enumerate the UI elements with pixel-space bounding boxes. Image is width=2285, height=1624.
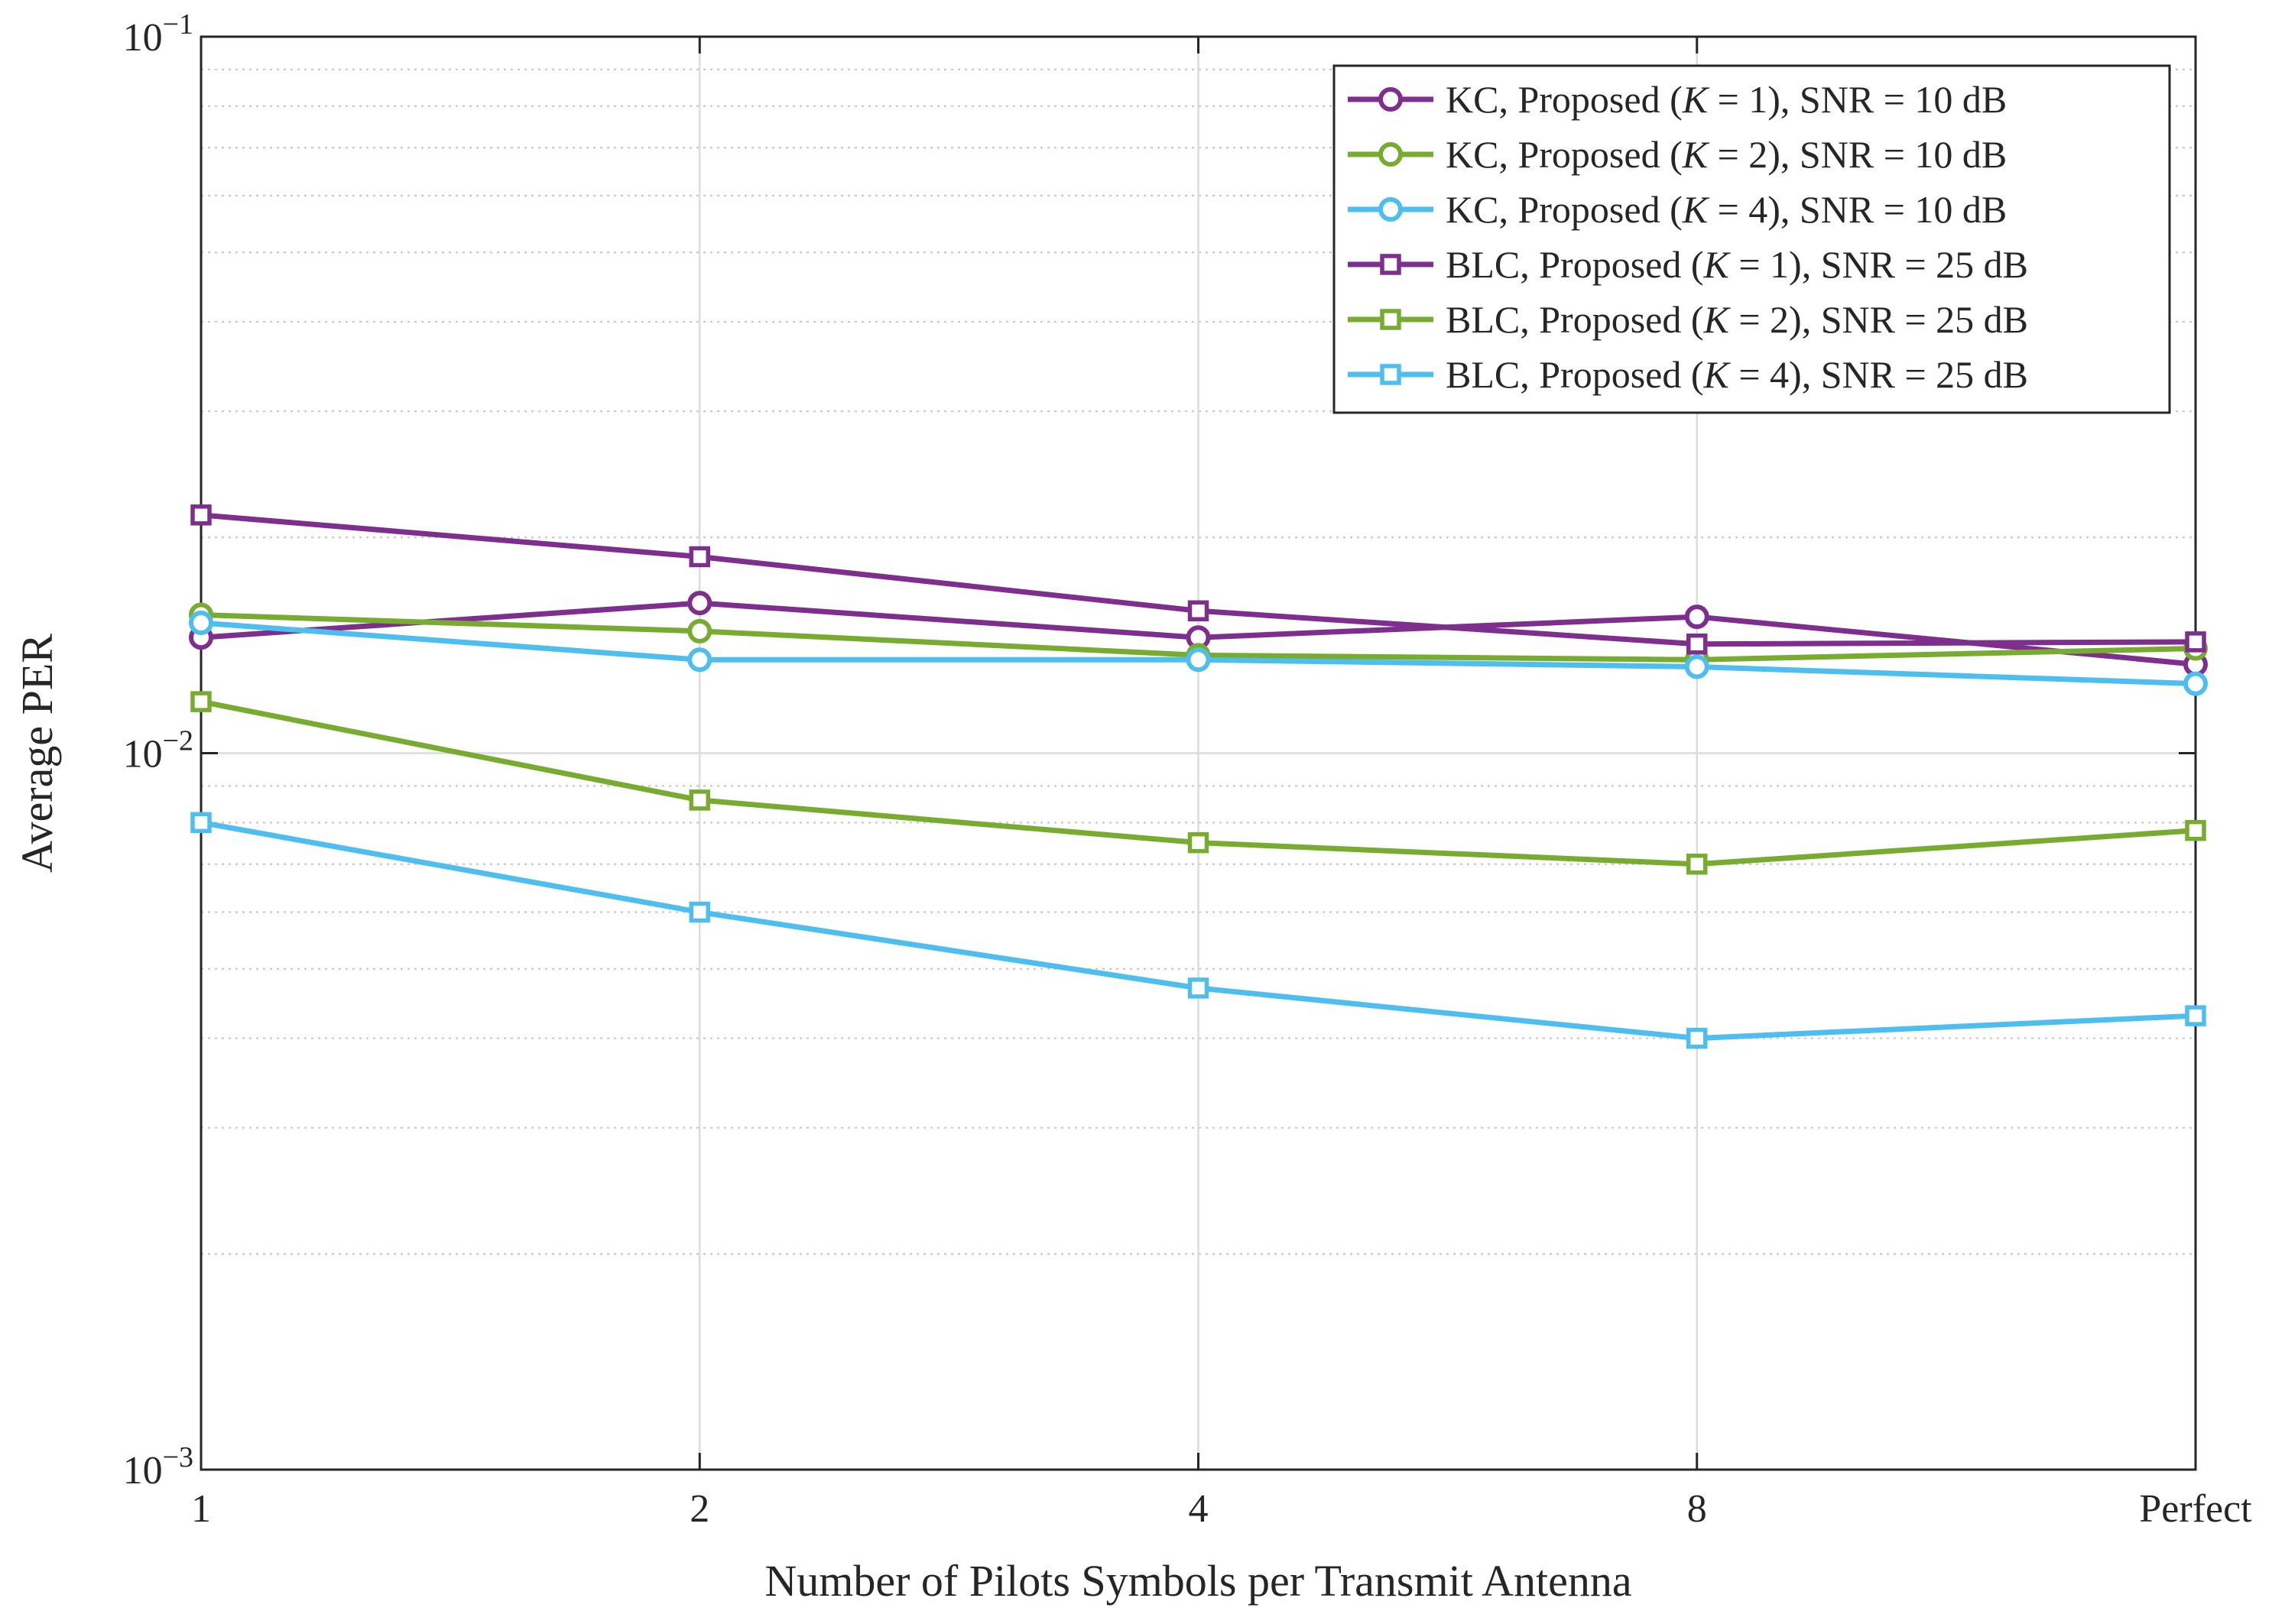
data-point-square [1380,254,1401,275]
series-3 [189,611,2208,696]
x-tick-label: 2 [690,1487,709,1531]
legend-item: BLC, Proposed (K = 2), SNR = 25 dB [1348,298,2028,341]
y-tick-label: 10−2 [123,725,193,776]
legend-item: KC, Proposed (K = 4), SNR = 10 dB [1348,188,2007,231]
data-point-square [2185,1005,2206,1026]
data-point-square [1380,364,1401,385]
x-tick-label: 8 [1687,1487,1707,1531]
data-point-square [190,504,212,526]
legend-item: KC, Proposed (K = 2), SNR = 10 dB [1348,133,2007,176]
data-point-circle [2183,671,2208,696]
data-point-circle [1684,605,1709,630]
data-point-square [190,812,212,834]
y-tick-label: 10−3 [123,1441,193,1493]
data-point-square [2185,819,2206,841]
y-axis-title: Average PER [12,634,62,873]
y-tick-label: 10−1 [123,8,193,60]
legend-item: BLC, Proposed (K = 1), SNR = 25 dB [1348,243,2028,286]
legend-item: KC, Proposed (K = 1), SNR = 10 dB [1348,78,2007,121]
x-tick-label: 4 [1189,1487,1209,1531]
series-1 [189,591,2208,677]
data-point-square [689,789,710,811]
data-point-circle [1186,647,1211,673]
data-point-square [1187,977,1209,999]
legend-label: KC, Proposed (K = 1), SNR = 10 dB [1446,78,2007,121]
data-point-square [1380,309,1401,330]
data-point-square [2185,631,2206,653]
x-tick-label: 1 [191,1487,211,1531]
data-point-square [1686,853,1708,875]
data-point-circle [1378,87,1403,112]
data-point-circle [1378,197,1403,222]
data-point-circle [687,618,712,643]
data-point-square [1187,600,1209,622]
data-point-circle [1684,654,1709,679]
data-point-square [1686,633,1708,655]
data-point-square [1686,1027,1708,1049]
x-axis-title: Number of Pilots Symbols per Transmit An… [764,1556,1631,1606]
x-tick-label: Perfect [2139,1487,2252,1531]
data-point-square [190,691,212,712]
data-point-square [1187,831,1209,854]
legend-label: KC, Proposed (K = 2), SNR = 10 dB [1446,133,2007,176]
series-5 [190,691,2206,875]
legend-label: BLC, Proposed (K = 2), SNR = 25 dB [1446,298,2028,341]
data-point-square [689,901,710,923]
data-point-circle [189,611,213,636]
data-point-square [689,546,710,568]
data-point-circle [687,591,712,616]
legend-label: KC, Proposed (K = 4), SNR = 10 dB [1446,188,2007,231]
series-4 [190,504,2206,655]
legend-box [1332,64,2171,414]
data-point-circle [687,647,712,673]
legend-label: BLC, Proposed (K = 4), SNR = 25 dB [1446,353,2028,396]
series-6 [190,812,2206,1049]
legend: KC, Proposed (K = 1), SNR = 10 dB KC, Pro… [1332,64,2171,414]
data-point-circle [1378,142,1403,167]
legend-item: BLC, Proposed (K = 4), SNR = 25 dB [1348,353,2028,396]
legend-label: BLC, Proposed (K = 1), SNR = 25 dB [1446,243,2028,286]
